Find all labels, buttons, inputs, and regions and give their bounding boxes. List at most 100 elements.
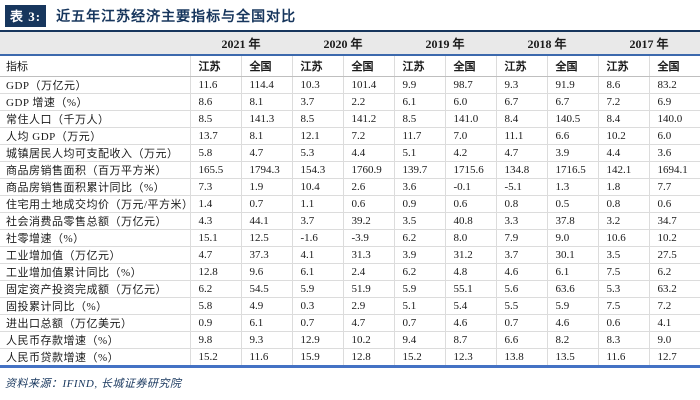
value-cell: 141.0 xyxy=(444,110,496,128)
value-cell: 15.1 xyxy=(189,229,241,247)
value-cell: 114.4 xyxy=(240,76,292,94)
value-cell: 7.5 xyxy=(597,297,649,315)
value-cell: 7.5 xyxy=(597,263,649,281)
value-cell: 4.6 xyxy=(546,314,598,332)
region-header-national: 全国 xyxy=(240,55,292,77)
value-cell: 4.6 xyxy=(444,314,496,332)
value-cell: 12.7 xyxy=(648,348,700,367)
value-cell: 140.5 xyxy=(546,110,598,128)
region-header-national: 全国 xyxy=(546,55,598,77)
value-cell: -0.1 xyxy=(444,178,496,196)
value-cell: 0.7 xyxy=(291,314,343,332)
value-cell: 3.6 xyxy=(393,178,445,196)
value-cell: 0.8 xyxy=(597,195,649,213)
table-row: 工业增加值累计同比（%） 12.8 9.6 6.1 2.4 6.2 4.8 4.6 6.1 7.5… xyxy=(0,263,700,281)
value-cell: 101.4 xyxy=(342,76,394,94)
value-cell: 7.2 xyxy=(648,297,700,315)
value-cell: 6.2 xyxy=(393,229,445,247)
value-cell: 6.1 xyxy=(546,263,598,281)
table-row: 人民币存款增速（%） 9.8 9.3 12.9 10.2 9.4 8.7 6.6 8.2 8.3 9… xyxy=(0,331,700,349)
year-header: 2017 年 xyxy=(598,32,700,56)
table-row: GDP（万亿元） 11.6 114.4 10.3 101.4 9.9 98.7 9.3 91.9… xyxy=(0,76,700,94)
indicator-label: GDP（万亿元） xyxy=(0,76,190,94)
region-header-jiangsu: 江苏 xyxy=(597,55,649,77)
year-header-row: 2021 年 2020 年 2019 年 2018 年 2017 年 xyxy=(0,32,700,56)
value-cell: 11.6 xyxy=(240,348,292,367)
value-cell: 1716.5 xyxy=(546,161,598,179)
value-cell: 0.8 xyxy=(495,195,547,213)
value-cell: 0.6 xyxy=(444,195,496,213)
value-cell: 12.5 xyxy=(240,229,292,247)
value-cell: 11.6 xyxy=(189,76,241,94)
table-row: 固投累计同比（%） 5.8 4.9 0.3 2.9 5.1 5.4 5.5 5.9 7.5 7.2 xyxy=(0,297,700,315)
value-cell: 51.9 xyxy=(342,280,394,298)
value-cell: 15.9 xyxy=(291,348,343,367)
value-cell: 6.7 xyxy=(495,93,547,111)
value-cell: 8.5 xyxy=(189,110,241,128)
value-cell: 9.4 xyxy=(393,331,445,349)
value-cell: 0.3 xyxy=(291,297,343,315)
value-cell: 10.3 xyxy=(291,76,343,94)
value-cell: 9.0 xyxy=(648,331,700,349)
year-header: 2021 年 xyxy=(190,32,292,56)
value-cell: 5.5 xyxy=(495,297,547,315)
value-cell: 10.6 xyxy=(597,229,649,247)
year-header-spacer xyxy=(0,32,190,56)
value-cell: 3.9 xyxy=(546,144,598,162)
table-row: 工业增加值（万亿元） 4.7 37.3 4.1 31.3 3.9 31.2 3.7 30.1 3.… xyxy=(0,246,700,264)
indicator-label: 固投累计同比（%） xyxy=(0,297,190,315)
value-cell: 9.3 xyxy=(495,76,547,94)
indicator-label: 工业增加值（万亿元） xyxy=(0,246,190,264)
value-cell: 34.7 xyxy=(648,212,700,230)
table-row: 住宅用土地成交均价（万元/平方米） 1.4 0.7 1.1 0.6 0.9 0.6 0.8 0.… xyxy=(0,195,700,213)
value-cell: 3.9 xyxy=(393,246,445,264)
indicator-label: 进出口总额（万亿美元） xyxy=(0,314,190,332)
table-row: 社零增速（%） 15.1 12.5 -1.6 -3.9 6.2 8.0 7.9 9.0 10.6 1… xyxy=(0,229,700,247)
region-header-row: 指标 江苏 全国 江苏 全国 江苏 全国 江苏 全国 江苏 全国 xyxy=(0,55,700,77)
value-cell: 1.1 xyxy=(291,195,343,213)
region-header-jiangsu: 江苏 xyxy=(189,55,241,77)
indicator-column-header: 指标 xyxy=(0,55,190,77)
year-header: 2020 年 xyxy=(292,32,394,56)
region-header-national: 全国 xyxy=(648,55,700,77)
table-row: 城镇居民人均可支配收入（万元） 5.8 4.7 5.3 4.4 5.1 4.2 4.7 3.9 4… xyxy=(0,144,700,162)
value-cell: 3.3 xyxy=(495,212,547,230)
table-row: 人民币贷款增速（%） 15.2 11.6 15.9 12.8 15.2 12.3 13.8 13… xyxy=(0,348,700,367)
value-cell: 140.0 xyxy=(648,110,700,128)
value-cell: 7.0 xyxy=(444,127,496,145)
value-cell: 8.4 xyxy=(495,110,547,128)
value-cell: 39.2 xyxy=(342,212,394,230)
value-cell: 13.7 xyxy=(189,127,241,145)
value-cell: 5.9 xyxy=(546,297,598,315)
value-cell: 12.3 xyxy=(444,348,496,367)
value-cell: 91.9 xyxy=(546,76,598,94)
value-cell: 4.3 xyxy=(189,212,241,230)
value-cell: 6.2 xyxy=(648,263,700,281)
value-cell: 10.2 xyxy=(342,331,394,349)
indicator-label: 社会消费品零售总额（万亿元） xyxy=(0,212,190,230)
value-cell: 165.5 xyxy=(189,161,241,179)
value-cell: 0.7 xyxy=(495,314,547,332)
indicator-label: 固定资产投资完成额（万亿元） xyxy=(0,280,190,298)
year-header: 2018 年 xyxy=(496,32,598,56)
value-cell: 12.8 xyxy=(189,263,241,281)
value-cell: 2.4 xyxy=(342,263,394,281)
value-cell: 0.7 xyxy=(240,195,292,213)
value-cell: 3.7 xyxy=(495,246,547,264)
value-cell: 10.2 xyxy=(648,229,700,247)
table-row: GDP 增速（%） 8.6 8.1 3.7 2.2 6.1 6.0 6.7 6.7 7.2 6.9 xyxy=(0,93,700,111)
value-cell: 11.1 xyxy=(495,127,547,145)
value-cell: 1.8 xyxy=(597,178,649,196)
value-cell: 5.3 xyxy=(597,280,649,298)
value-cell: 5.9 xyxy=(291,280,343,298)
value-cell: 4.4 xyxy=(342,144,394,162)
value-cell: 4.6 xyxy=(495,263,547,281)
value-cell: 3.6 xyxy=(648,144,700,162)
value-cell: 12.9 xyxy=(291,331,343,349)
indicator-label: 社零增速（%） xyxy=(0,229,190,247)
value-cell: 83.2 xyxy=(648,76,700,94)
value-cell: -3.9 xyxy=(342,229,394,247)
value-cell: 5.1 xyxy=(393,144,445,162)
value-cell: 4.7 xyxy=(495,144,547,162)
economic-indicators-table: 2021 年 2020 年 2019 年 2018 年 2017 年 指标 江苏 全国 江苏… xyxy=(0,32,700,368)
